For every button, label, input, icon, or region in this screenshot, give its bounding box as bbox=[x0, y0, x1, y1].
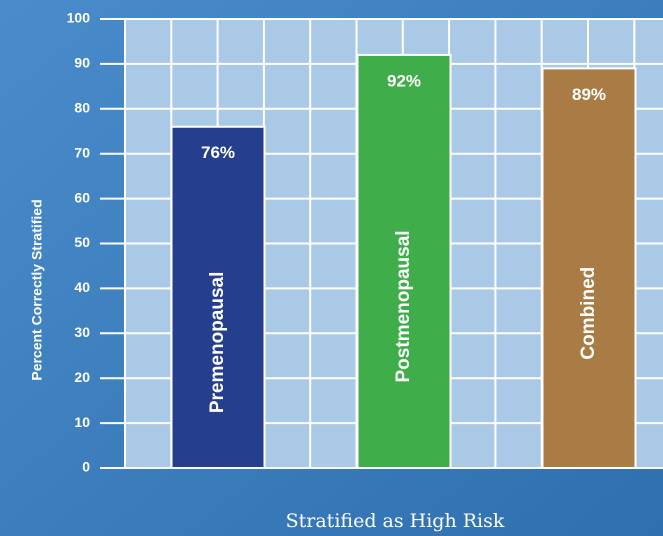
data-label: 89% bbox=[572, 85, 606, 104]
y-tick-label: 70 bbox=[74, 144, 90, 160]
y-tick-label: 60 bbox=[74, 189, 90, 205]
y-tick-label: 90 bbox=[74, 55, 90, 71]
category-label: Postmenopausal bbox=[393, 230, 414, 382]
bar bbox=[170, 125, 266, 469]
bar bbox=[541, 67, 637, 469]
data-label: 76% bbox=[201, 143, 235, 162]
y-tick-label: 50 bbox=[74, 234, 90, 250]
data-label: 92% bbox=[387, 71, 421, 90]
y-tick-label: 40 bbox=[74, 279, 90, 295]
bar bbox=[356, 53, 452, 469]
y-tick-label: 20 bbox=[74, 369, 90, 385]
y-tick-label: 80 bbox=[74, 100, 90, 116]
y-tick-label: 100 bbox=[67, 10, 91, 26]
y-tick-label: 10 bbox=[74, 414, 90, 430]
y-tick-label: 0 bbox=[82, 459, 90, 475]
category-label: Premenopausal bbox=[207, 272, 228, 414]
y-tick-label: 30 bbox=[74, 324, 90, 340]
x-axis-label: Stratified as High Risk bbox=[286, 510, 505, 532]
category-label: Combined bbox=[578, 267, 599, 360]
y-axis-label: Percent Correctly Stratified bbox=[29, 199, 45, 380]
